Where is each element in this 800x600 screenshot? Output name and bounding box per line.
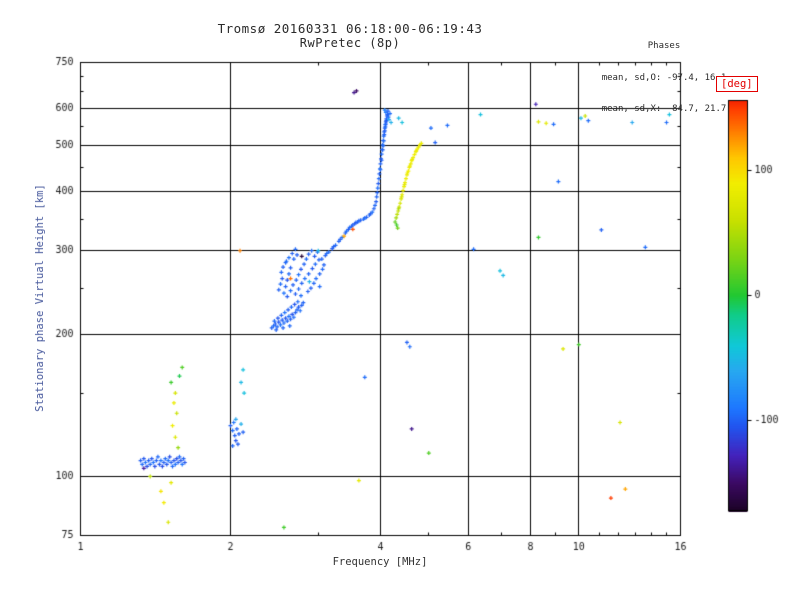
phase-stats-header: Phases: [647, 41, 681, 51]
phase-stats-o-mode: mean, sd,O: -97.4, 16.1: [601, 72, 727, 83]
colorbar-units-label: [deg]: [716, 76, 758, 92]
x-axis-label: Frequency [MHz]: [332, 556, 428, 568]
phase-stats: Phases mean, sd,O: -97.4, 16.1 mean, sd,…: [590, 20, 738, 136]
chart-title: Tromsø 20160331 06:18:00-06:19:43: [217, 21, 483, 36]
chart-subtitle: RwPretec (8p): [299, 36, 401, 50]
y-axis-label: Stationary phase Virtual Height [km]: [34, 184, 46, 412]
phase-stats-x-mode: mean, sd,X: 84.7, 21.7: [601, 104, 727, 114]
